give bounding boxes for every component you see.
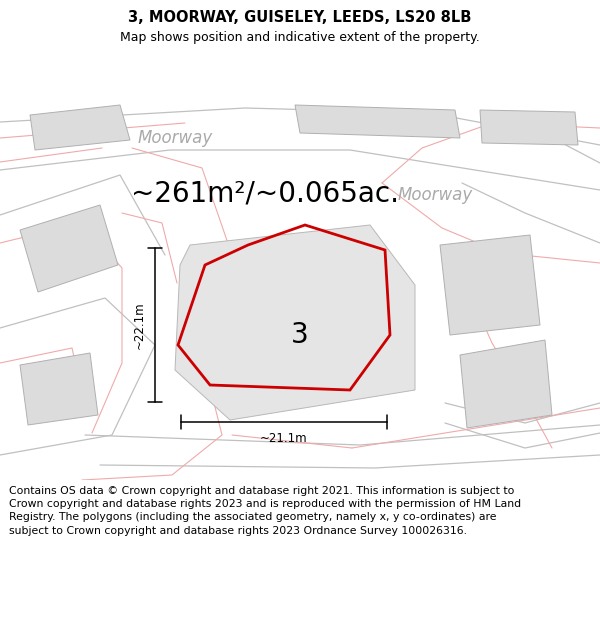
Text: ~261m²/~0.065ac.: ~261m²/~0.065ac. bbox=[131, 179, 399, 207]
Polygon shape bbox=[20, 205, 118, 292]
Text: ~22.1m: ~22.1m bbox=[133, 301, 146, 349]
Text: ~21.1m: ~21.1m bbox=[260, 431, 308, 444]
Text: 3: 3 bbox=[291, 321, 309, 349]
Polygon shape bbox=[460, 340, 552, 428]
Polygon shape bbox=[20, 353, 98, 425]
Text: Moorway: Moorway bbox=[397, 186, 473, 204]
Text: 3, MOORWAY, GUISELEY, LEEDS, LS20 8LB: 3, MOORWAY, GUISELEY, LEEDS, LS20 8LB bbox=[128, 10, 472, 25]
Text: Map shows position and indicative extent of the property.: Map shows position and indicative extent… bbox=[120, 31, 480, 44]
Text: Moorway: Moorway bbox=[137, 129, 212, 147]
Polygon shape bbox=[30, 105, 130, 150]
Polygon shape bbox=[175, 225, 415, 420]
Polygon shape bbox=[480, 110, 578, 145]
Polygon shape bbox=[440, 235, 540, 335]
Polygon shape bbox=[295, 105, 460, 138]
Text: Contains OS data © Crown copyright and database right 2021. This information is : Contains OS data © Crown copyright and d… bbox=[9, 486, 521, 536]
